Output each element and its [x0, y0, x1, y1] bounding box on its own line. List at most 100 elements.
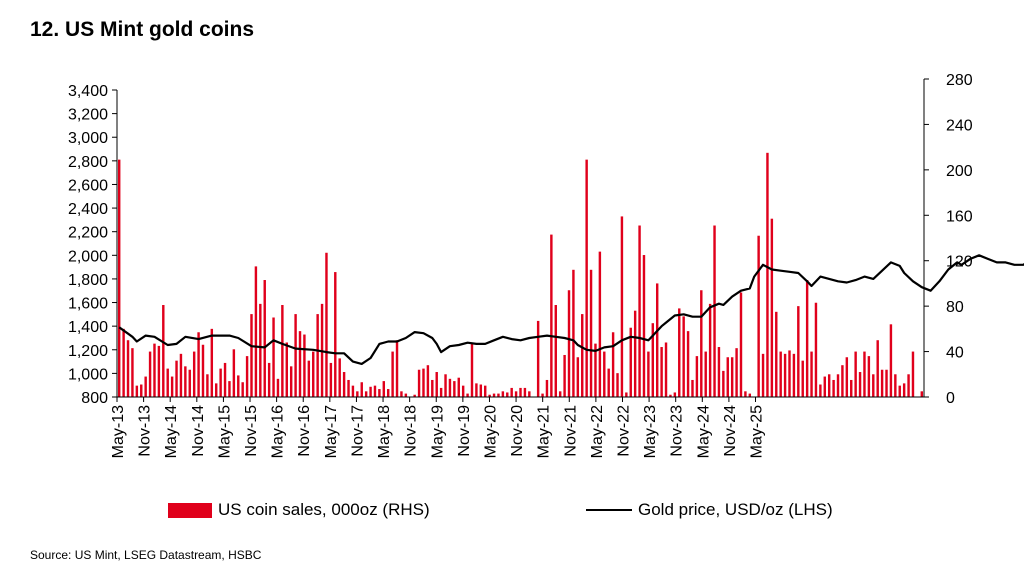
bar [638, 225, 641, 397]
bar [819, 384, 822, 397]
bar [439, 387, 443, 397]
bar [153, 343, 156, 397]
bar [126, 340, 130, 397]
bar [431, 379, 434, 397]
bar [364, 391, 368, 397]
bar [356, 391, 359, 397]
bar [730, 357, 734, 397]
bar [766, 152, 769, 397]
bar [536, 320, 540, 397]
bar [726, 357, 729, 397]
source-note: Source: US Mint, LSEG Datastream, HSBC [30, 548, 262, 562]
left-tick-label: 1,400 [68, 319, 108, 336]
bar [889, 324, 893, 397]
x-tick-label: May-25 [749, 405, 766, 458]
right-tick-label: 0 [946, 390, 955, 407]
x-tick-label: Nov-17 [349, 405, 366, 457]
bar [466, 393, 469, 397]
x-tick-label: Nov-19 [456, 405, 473, 457]
bar [625, 392, 628, 397]
bar [241, 382, 244, 397]
bar [404, 393, 408, 397]
bar [453, 381, 456, 397]
bar [135, 385, 139, 397]
bar [479, 384, 483, 397]
bar [232, 349, 236, 397]
bar [417, 369, 421, 397]
bar [303, 334, 306, 397]
bar [285, 342, 288, 397]
bar [739, 292, 743, 397]
bar [289, 366, 293, 397]
bar [722, 370, 725, 397]
left-tick-label: 2,200 [68, 225, 108, 242]
bar [245, 356, 249, 397]
bar [845, 357, 849, 397]
bar [184, 366, 187, 397]
left-tick-label: 1,800 [68, 272, 108, 289]
x-tick-label: Nov-13 [137, 405, 154, 457]
bar [576, 357, 580, 397]
bar [228, 381, 231, 397]
bar [691, 379, 694, 397]
x-tick-label: May-24 [695, 405, 712, 458]
bar [841, 365, 844, 397]
bar [188, 369, 191, 397]
bar [210, 328, 214, 397]
bar [770, 218, 774, 397]
bar [541, 393, 544, 397]
bar [497, 393, 500, 397]
bar [744, 391, 747, 397]
bar [122, 328, 125, 397]
bar [192, 351, 196, 397]
left-tick-label: 3,400 [68, 83, 108, 100]
bar [792, 353, 796, 397]
bar [717, 347, 721, 397]
bar [201, 344, 205, 397]
bar [629, 327, 632, 397]
x-tick-label: Nov-23 [669, 405, 686, 457]
bar [475, 383, 478, 397]
bar [827, 374, 831, 397]
bar [616, 373, 619, 397]
right-tick-label: 40 [946, 345, 964, 362]
x-tick-label: Nov-24 [722, 405, 739, 457]
right-tick-label: 240 [946, 117, 973, 134]
bar [713, 225, 716, 397]
bar [312, 351, 315, 397]
bar [206, 374, 209, 397]
gold-price-line [118, 254, 1024, 365]
left-tick-label: 1,000 [68, 366, 108, 383]
bar [382, 381, 386, 397]
bar [166, 368, 169, 397]
bar [651, 323, 655, 397]
bar [316, 314, 319, 397]
bar [876, 340, 879, 397]
bar [863, 351, 866, 397]
bar [506, 392, 509, 397]
bar [223, 362, 227, 397]
bar [572, 269, 575, 397]
left-tick-label: 800 [81, 390, 108, 407]
bar [598, 251, 602, 397]
bar [298, 331, 302, 397]
bar [783, 353, 787, 397]
bar [664, 342, 668, 397]
bar [162, 305, 165, 397]
bar [550, 234, 553, 397]
line-series [118, 254, 1024, 365]
left-tick-label: 1,200 [68, 343, 108, 360]
bar [858, 372, 862, 397]
x-tick-label: Nov-20 [509, 405, 526, 457]
bar [263, 280, 266, 397]
x-tick-label: May-16 [270, 405, 287, 458]
bar [510, 387, 513, 397]
bar [867, 356, 871, 397]
bar [281, 305, 284, 397]
bar [678, 308, 681, 397]
bar [197, 332, 200, 397]
left-tick-label: 2,800 [68, 154, 108, 171]
bar [254, 266, 258, 397]
